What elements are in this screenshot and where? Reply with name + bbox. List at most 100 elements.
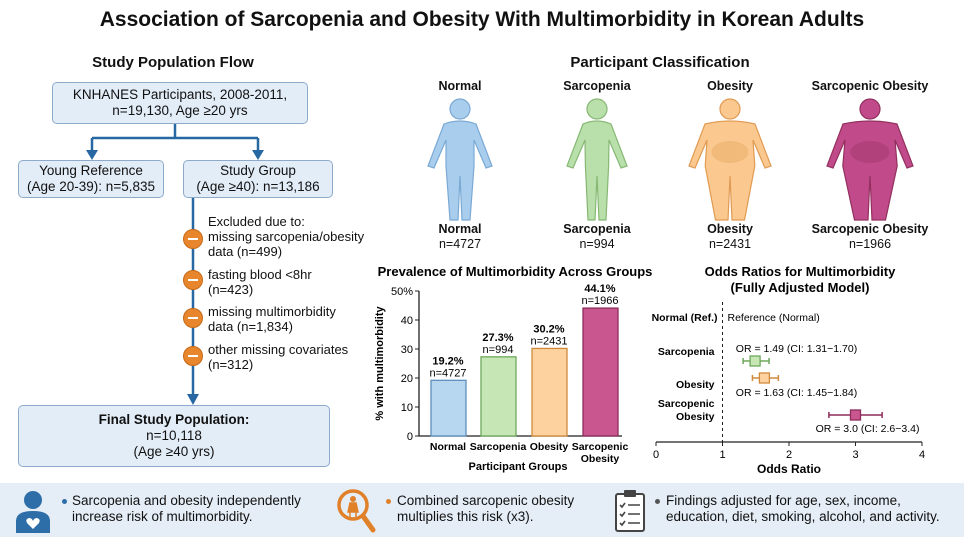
exclusion-item: other missing covariates (n=312)	[208, 342, 349, 372]
or-point	[849, 409, 862, 421]
figure-top-label: Sarcopenia	[563, 79, 631, 93]
forest-row-label: Sarcopenia	[658, 346, 715, 358]
bar-n-label: n=2431	[530, 335, 567, 347]
bullet	[655, 499, 660, 504]
x-tick-label: Obesity	[581, 453, 620, 465]
prevalence-bar-chart: Prevalence of Multimorbidity Across Grou…	[374, 264, 653, 473]
x-tick-label: 1	[719, 449, 725, 461]
forest-title: Odds Ratios for Multimorbidity	[705, 264, 896, 279]
x-tick-label: Normal	[430, 441, 466, 453]
finding-2: Combined sarcopenic obesity multiplies th…	[397, 493, 575, 524]
forest-title: (Fully Adjusted Model)	[731, 280, 870, 295]
minus-icon	[183, 270, 203, 290]
top-box-line: KNHANES Participants, 2008-2011,	[72, 87, 288, 102]
body-silhouette-icon	[427, 98, 493, 221]
exclusion-item: missing sarcopenia/obesity data (n=499)	[208, 229, 365, 259]
belly	[711, 141, 749, 163]
bar-n-label: n=994	[483, 344, 514, 356]
head	[719, 98, 741, 120]
or-point	[749, 355, 761, 367]
finding-1: Sarcopenia and obesity independently incr…	[72, 493, 301, 524]
y-tick-label: 20	[401, 373, 413, 385]
head	[449, 98, 471, 120]
final-box-title: Final Study Population:	[98, 412, 250, 427]
exclusion-item: missing multimorbidity data (n=1,834)	[208, 304, 336, 334]
young-box-line: (Age 20-39): n=5,835	[27, 179, 155, 194]
odds-ratio-forest-plot: Odds Ratios for Multimorbidity(Fully Adj…	[652, 264, 926, 476]
x-tick-label: 2	[786, 449, 792, 461]
y-tick-label: 0	[407, 431, 413, 443]
or-label: OR = 3.0 (CI: 2.6−3.4)	[816, 423, 920, 435]
bar-value-label: 19.2%	[432, 355, 463, 367]
bullet	[62, 499, 67, 504]
or-label: OR = 1.63 (CI: 1.45−1.84)	[736, 387, 857, 399]
body-silhouette-icon	[688, 98, 772, 221]
final-box-n: n=10,118	[146, 428, 202, 443]
figure-label: Obesity	[707, 222, 753, 236]
key-findings-banner: Sarcopenia and obesity independently incr…	[0, 483, 964, 537]
body	[566, 120, 628, 221]
bar-n-label: n=4727	[429, 367, 466, 379]
study-group-box: Study Group (Age ≥40): n=13,186	[183, 160, 333, 198]
study-box-line: (Age ≥40): n=13,186	[196, 179, 320, 194]
body-silhouette-icon	[566, 98, 628, 221]
y-tick-label: 50%	[391, 286, 413, 298]
y-axis-label: % with multimorbidity	[374, 305, 386, 420]
bar-value-label: 44.1%	[584, 283, 615, 295]
figure-n: n=1966	[848, 237, 892, 251]
x-tick-label: Sarcopenic	[572, 441, 629, 453]
top-box-line: n=19,130, Age ≥20 yrs	[112, 103, 248, 118]
excluded-heading: Excluded due to:	[208, 214, 305, 229]
forest-row-label: Obesity	[676, 379, 715, 391]
minus-icon	[183, 308, 203, 328]
x-tick-label: Obesity	[530, 441, 569, 453]
bar-value-label: 30.2%	[533, 323, 564, 335]
figure-top-label: Sarcopenic Obesity	[811, 79, 929, 93]
x-axis-label: Odds Ratio	[757, 462, 821, 476]
body	[826, 120, 914, 221]
x-axis-label: Participant Groups	[468, 461, 567, 473]
clipboard-checklist-icon	[615, 490, 645, 532]
magnifier-person-icon	[337, 489, 376, 533]
final-population-box: Final Study Population: n=10,118 (Age ≥4…	[18, 405, 330, 467]
figure-n: n=2431	[708, 237, 752, 251]
bullet	[386, 499, 391, 504]
figure-n: n=994	[579, 237, 615, 251]
young-box-line: Young Reference	[39, 163, 143, 178]
classification-heading: Participant Classification	[570, 54, 750, 71]
final-box-age: (Age ≥40 yrs)	[133, 444, 215, 459]
y-tick-label: 30	[401, 344, 413, 356]
y-tick-label: 40	[401, 315, 413, 327]
flow-heading: Study Population Flow	[92, 54, 254, 71]
forest-row-label: Obesity	[676, 411, 715, 423]
or-point	[758, 372, 771, 384]
belly	[850, 141, 890, 163]
bar	[430, 379, 467, 437]
x-tick-label: 4	[919, 449, 925, 461]
bar	[480, 356, 517, 437]
figure-n: n=4727	[438, 237, 482, 251]
reference-row-label: Normal (Ref.)	[652, 312, 718, 324]
figure-label: Sarcopenic Obesity	[811, 222, 929, 236]
bar-value-label: 27.3%	[482, 332, 513, 344]
figure-label: Normal	[438, 222, 482, 236]
young-reference-box: Young Reference (Age 20-39): n=5,835	[18, 160, 164, 198]
bar-chart-title: Prevalence of Multimorbidity Across Grou…	[378, 264, 653, 279]
body-silhouette-icon	[826, 98, 914, 221]
figure-top-label: Normal	[438, 79, 482, 93]
or-label: OR = 1.49 (CI: 1.31−1.70)	[736, 343, 857, 355]
exclusion-item: fasting blood <8hr (n=423)	[208, 267, 312, 297]
minus-icon	[183, 229, 203, 249]
figure-label: Sarcopenia	[563, 222, 631, 236]
body	[688, 120, 772, 221]
reference-text: Reference (Normal)	[728, 312, 820, 324]
bar	[582, 307, 619, 437]
head	[586, 98, 608, 120]
minus-icon	[183, 346, 203, 366]
body	[427, 120, 493, 221]
top-box: KNHANES Participants, 2008-2011, n=19,13…	[52, 82, 308, 124]
x-tick-label: 0	[653, 449, 659, 461]
figure-top-label: Obesity	[707, 79, 753, 93]
head	[859, 98, 881, 120]
forest-row-label: Sarcopenic	[658, 398, 715, 410]
